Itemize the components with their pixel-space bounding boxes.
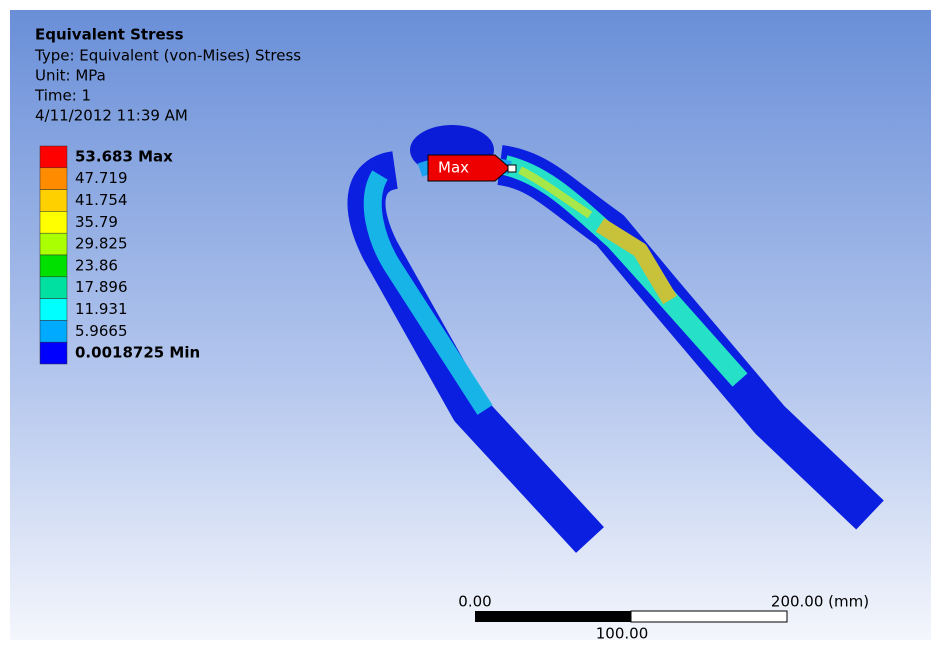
time: Time: 1 xyxy=(34,87,91,105)
probe-label: Max xyxy=(438,159,469,177)
legend-label: 5.9665 xyxy=(75,322,128,340)
scale-start: 0.00 xyxy=(458,593,491,611)
legend-swatch xyxy=(40,211,67,233)
legend-swatch xyxy=(40,168,67,190)
scale-end: 200.00 (mm) xyxy=(771,593,869,611)
legend-swatch xyxy=(40,277,67,299)
legend-swatch xyxy=(40,190,67,212)
legend-label: 53.683 Max xyxy=(75,147,173,165)
legend-label: 17.896 xyxy=(75,278,128,296)
date: 4/11/2012 11:39 AM xyxy=(35,107,188,125)
legend-swatch xyxy=(40,320,67,342)
legend-swatch xyxy=(40,255,67,277)
background xyxy=(10,10,931,640)
legend-label: 23.86 xyxy=(75,256,118,274)
legend-label: 29.825 xyxy=(75,235,128,253)
legend-label: 41.754 xyxy=(75,191,128,209)
legend-label: 11.931 xyxy=(75,300,128,318)
legend-swatch xyxy=(40,299,67,321)
scale-middle: 100.00 xyxy=(596,625,649,643)
unit: Unit: MPa xyxy=(35,67,106,85)
result-type: Type: Equivalent (von-Mises) Stress xyxy=(34,47,301,65)
legend-swatch xyxy=(40,342,67,364)
legend-label: 47.719 xyxy=(75,169,128,187)
screen: Equivalent Stress Type: Equivalent (von-… xyxy=(0,0,941,645)
legend-swatch xyxy=(40,146,67,168)
legend-label: 35.79 xyxy=(75,213,118,231)
viewport: Equivalent Stress Type: Equivalent (von-… xyxy=(0,0,941,645)
legend-label: 0.0018725 Min xyxy=(75,344,200,362)
legend-swatch xyxy=(40,233,67,255)
title: Equivalent Stress xyxy=(35,26,184,44)
